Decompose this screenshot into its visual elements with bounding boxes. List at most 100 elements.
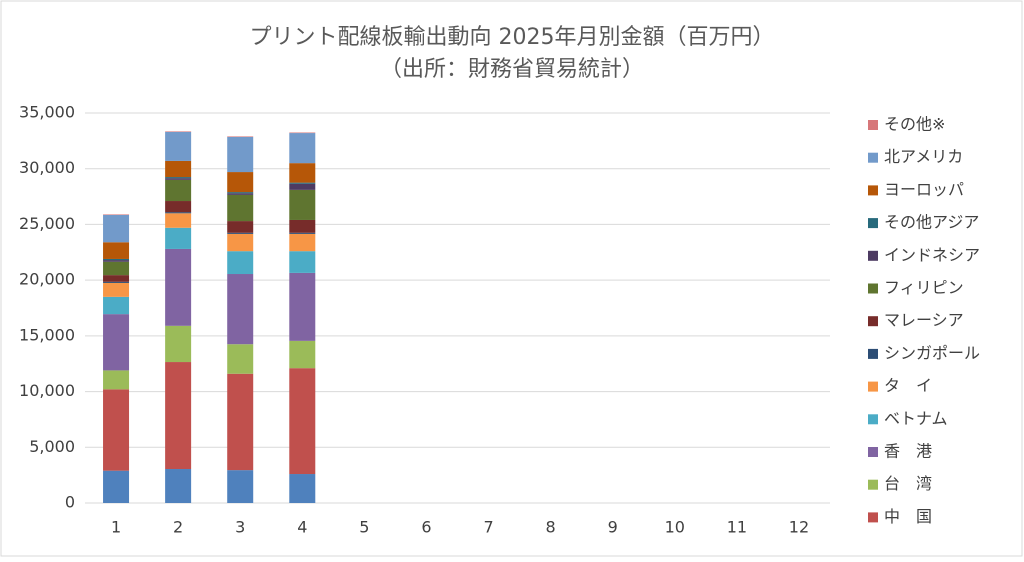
bar-segment bbox=[103, 260, 130, 262]
bar-segment bbox=[103, 275, 130, 282]
bar-segment bbox=[165, 325, 192, 363]
bar-segment bbox=[289, 251, 316, 273]
bar-segment bbox=[227, 193, 254, 195]
bar-segment bbox=[103, 370, 130, 390]
bar-segment bbox=[165, 179, 192, 202]
bar-segment bbox=[289, 133, 316, 164]
bar-segment bbox=[103, 258, 130, 261]
x-tick-label: 1 bbox=[111, 518, 121, 537]
bar-segment bbox=[165, 177, 192, 179]
x-tick-label: 2 bbox=[173, 518, 183, 537]
bar-segment bbox=[103, 314, 130, 371]
bar-segment bbox=[165, 248, 192, 326]
legend-label: タ イ bbox=[884, 376, 932, 395]
y-tick-label: 10,000 bbox=[19, 381, 75, 400]
bar-segment bbox=[227, 233, 254, 252]
legend-swatch bbox=[868, 348, 878, 359]
chart-subtitle: （出所：財務省貿易統計） bbox=[380, 57, 644, 82]
bar-segment bbox=[227, 221, 254, 233]
legend-label: 香 港 bbox=[884, 442, 932, 461]
legend-swatch bbox=[868, 512, 878, 523]
y-tick-label: 15,000 bbox=[19, 325, 75, 344]
bar-segment bbox=[289, 219, 316, 233]
chart-title: プリント配線板輸出動向 2025年月別金額（百万円） bbox=[250, 25, 775, 50]
x-tick-label: 8 bbox=[546, 518, 556, 537]
x-tick-label: 6 bbox=[421, 518, 431, 537]
legend-label: マレーシア bbox=[884, 311, 964, 330]
legend-swatch bbox=[868, 250, 878, 261]
x-tick-label: 12 bbox=[789, 518, 809, 537]
legend-swatch bbox=[868, 120, 878, 130]
legend-swatch bbox=[868, 283, 878, 294]
bar-segment bbox=[103, 261, 130, 276]
bar-segment bbox=[165, 131, 192, 132]
legend-label: 中 国 bbox=[884, 507, 932, 526]
bar-segment bbox=[103, 214, 130, 243]
bar-segment bbox=[227, 344, 254, 374]
legend-label: インドネシア bbox=[884, 245, 980, 264]
bar-segment bbox=[103, 470, 130, 503]
bar-segment bbox=[289, 474, 316, 503]
bar-segment bbox=[165, 131, 192, 161]
legend-label: シンガポール bbox=[884, 343, 980, 362]
legend-label: ヨーロッパ bbox=[884, 180, 964, 199]
bar-segment bbox=[227, 136, 254, 137]
bar-segment bbox=[289, 132, 316, 134]
legend-label: その他アジア bbox=[884, 213, 979, 232]
legend-swatch bbox=[868, 185, 878, 196]
x-tick-label: 9 bbox=[608, 518, 618, 537]
bar-segment bbox=[165, 201, 192, 213]
bar-segment bbox=[103, 214, 130, 215]
bar-segment bbox=[227, 470, 254, 503]
legend-swatch bbox=[868, 414, 878, 425]
bar-segment bbox=[227, 251, 254, 275]
x-tick-label: 3 bbox=[235, 518, 245, 537]
legend-swatch bbox=[868, 447, 878, 457]
bar-segment bbox=[165, 160, 192, 178]
bar-segment bbox=[289, 233, 316, 252]
bar-segment bbox=[227, 194, 254, 222]
legend-label: ベトナム bbox=[884, 409, 948, 428]
bar-segment bbox=[227, 232, 254, 234]
bar-segment bbox=[227, 373, 254, 471]
bar-segment bbox=[103, 296, 130, 315]
y-tick-label: 30,000 bbox=[19, 158, 75, 177]
bar-segment bbox=[165, 178, 192, 180]
y-tick-label: 0 bbox=[65, 493, 75, 512]
legend-label: 北アメリカ bbox=[884, 147, 963, 166]
bar-segment bbox=[103, 281, 130, 283]
bar-segment bbox=[103, 282, 130, 297]
legend-label: フィリピン bbox=[884, 278, 964, 297]
x-tick-label: 7 bbox=[483, 518, 493, 537]
bar-segment bbox=[227, 192, 254, 194]
legend-label: その他※ bbox=[884, 115, 945, 134]
bar-segment bbox=[227, 274, 254, 345]
bar-segment bbox=[165, 212, 192, 214]
bar-segment bbox=[289, 163, 316, 183]
y-tick-label: 5,000 bbox=[29, 437, 75, 456]
legend-label: 台 湾 bbox=[884, 474, 932, 493]
bar-segment bbox=[289, 189, 316, 220]
bar-segment bbox=[103, 389, 130, 471]
legend-swatch bbox=[868, 381, 878, 392]
bar-segment bbox=[165, 469, 192, 503]
y-tick-label: 35,000 bbox=[19, 103, 75, 122]
x-tick-label: 4 bbox=[297, 518, 307, 537]
bar-segment bbox=[289, 340, 316, 369]
bar-segment bbox=[289, 368, 316, 475]
bar-segment bbox=[165, 362, 192, 470]
x-tick-label: 10 bbox=[665, 518, 685, 537]
bar-segment bbox=[165, 227, 192, 249]
legend-swatch bbox=[868, 152, 878, 163]
bar-segment bbox=[103, 242, 130, 259]
bar-segment bbox=[289, 272, 316, 341]
bar-segment bbox=[227, 136, 254, 173]
legend-swatch bbox=[868, 218, 878, 229]
legend-swatch bbox=[868, 316, 878, 327]
bar-segment bbox=[165, 213, 192, 228]
bar-segment bbox=[289, 182, 316, 184]
x-tick-label: 11 bbox=[727, 518, 747, 537]
y-tick-label: 25,000 bbox=[19, 214, 75, 233]
